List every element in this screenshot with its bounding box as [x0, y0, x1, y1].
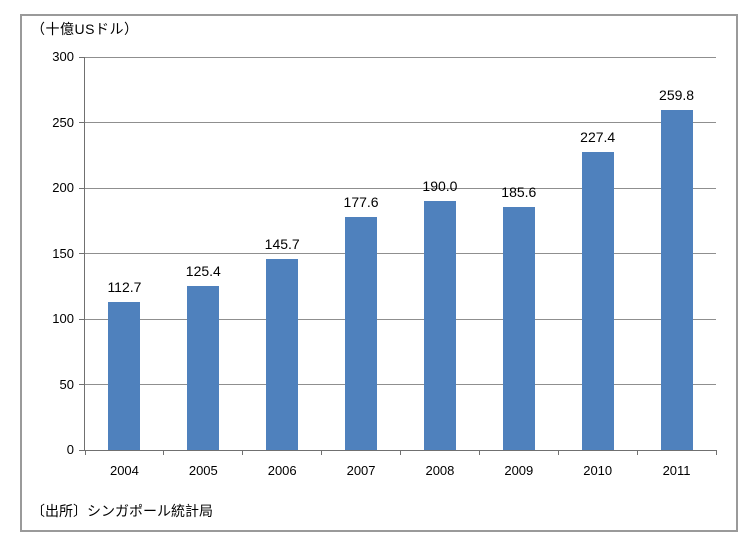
- y-axis-tick: [79, 253, 85, 254]
- y-axis-tick: [79, 384, 85, 385]
- y-axis-tick-label: 200: [52, 180, 74, 195]
- gridline: [85, 318, 716, 320]
- y-axis-tick: [79, 122, 85, 123]
- y-axis-tick: [79, 449, 85, 451]
- x-axis-tick-label: 2009: [504, 463, 534, 478]
- y-axis-tick-label: 0: [66, 442, 74, 457]
- bar: [660, 109, 693, 450]
- y-axis-tick: [79, 187, 85, 189]
- bar-value-label: 190.0: [422, 178, 458, 195]
- x-axis-tick-label: 2008: [425, 463, 455, 478]
- bar: [345, 217, 378, 450]
- bar-value-label: 112.7: [107, 279, 142, 296]
- x-axis-tick: [715, 450, 717, 455]
- gridline: [85, 122, 716, 123]
- bar: [581, 152, 614, 450]
- y-axis-tick: [79, 56, 85, 58]
- y-axis-tick: [79, 318, 85, 320]
- x-axis-tick: [163, 450, 165, 455]
- bar-value-label: 259.8: [659, 86, 695, 103]
- x-axis-tick: [557, 450, 559, 455]
- bar: [108, 302, 141, 450]
- gridline: [85, 384, 716, 385]
- x-axis-tick: [400, 450, 401, 455]
- bar: [266, 259, 299, 450]
- bar-value-label: 125.4: [185, 262, 221, 279]
- x-axis-tick: [242, 450, 244, 455]
- x-axis-tick: [321, 450, 323, 455]
- x-axis-tick: [84, 450, 86, 455]
- x-axis-tick-label: 2007: [346, 463, 376, 478]
- x-axis-tick: [478, 450, 480, 455]
- x-axis-tick-label: 2011: [662, 463, 691, 478]
- y-axis-unit-label: （十億USドル）: [31, 21, 139, 37]
- y-axis-tick-label: 250: [52, 114, 74, 130]
- gridline: [85, 56, 716, 58]
- y-axis-tick-label: 100: [52, 311, 74, 326]
- x-axis-tick-label: 2006: [267, 463, 297, 478]
- x-axis-tick-label: 2010: [583, 463, 613, 478]
- bar-value-label: 145.7: [264, 236, 300, 253]
- x-axis-tick-label: 2005: [188, 463, 218, 478]
- bar: [187, 285, 220, 450]
- gridline: [85, 253, 716, 254]
- gridline: [85, 187, 716, 189]
- source-note: 〔出所〕シンガポール統計局: [31, 503, 213, 519]
- y-axis-tick-label: 300: [52, 49, 74, 64]
- y-axis-tick-label: 150: [52, 245, 74, 261]
- y-axis-line: [84, 57, 85, 451]
- y-axis-tick-label: 50: [59, 376, 74, 392]
- bar-value-label: 177.6: [343, 194, 379, 211]
- x-axis-tick-label: 2004: [109, 463, 139, 478]
- bar-value-label: 227.4: [580, 129, 616, 146]
- bar: [423, 201, 456, 450]
- bar: [502, 206, 535, 450]
- x-axis-tick: [636, 450, 638, 455]
- bar-value-label: 185.6: [501, 183, 537, 200]
